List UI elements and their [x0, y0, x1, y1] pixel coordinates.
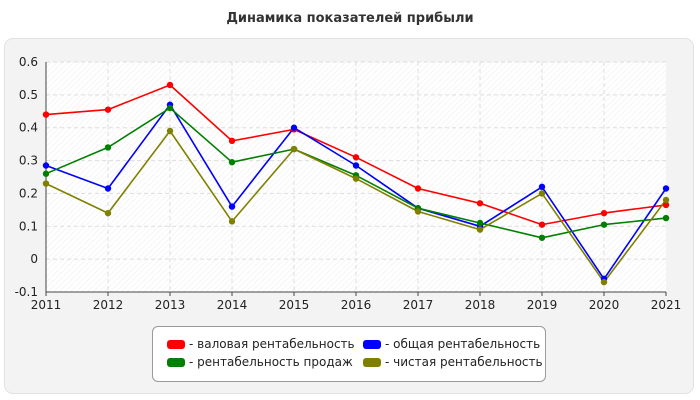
legend-swatch-green [167, 357, 185, 367]
y-tick-label: 0.4 [19, 121, 38, 135]
data-point [600, 221, 608, 228]
data-point [352, 154, 360, 161]
data-point [662, 196, 670, 204]
data-point [414, 208, 422, 215]
data-point [290, 124, 298, 131]
legend-item-net-margin: - чистая рентабельность [363, 354, 543, 370]
data-point [662, 185, 670, 192]
x-tick-label: 2012 [93, 298, 124, 312]
data-point [42, 111, 50, 118]
data-point [104, 185, 112, 192]
data-point [476, 219, 484, 227]
y-tick-label: 0.1 [19, 219, 38, 233]
data-point [538, 234, 546, 241]
y-tick-label: 0.3 [19, 154, 38, 168]
data-point [166, 104, 174, 112]
data-point [166, 81, 174, 89]
legend-swatch-red [167, 339, 185, 349]
x-tick-label: 2013 [155, 298, 186, 312]
x-tick-label: 2011 [31, 298, 62, 312]
legend-swatch-blue [363, 339, 381, 349]
data-point [476, 200, 484, 207]
data-point [42, 162, 50, 169]
data-point [228, 159, 236, 166]
y-tick-label: 0.2 [19, 186, 38, 200]
x-tick-label: 2020 [589, 298, 620, 312]
data-point [662, 201, 670, 209]
data-point [166, 127, 174, 135]
legend-item-gross-margin: - валовая рентабельность [167, 336, 355, 352]
data-point [538, 221, 546, 228]
x-tick-label: 2014 [217, 298, 248, 312]
data-point [352, 175, 360, 182]
x-tick-label: 2015 [279, 298, 310, 312]
data-point [42, 170, 50, 177]
legend-label: - валовая рентабельность [189, 337, 355, 351]
data-point [104, 106, 112, 113]
chart-legend: - валовая рентабельность - общая рентабе… [152, 326, 546, 382]
x-tick-label: 2019 [527, 298, 558, 312]
data-point [352, 162, 360, 169]
y-tick-label: 0.5 [19, 88, 38, 102]
x-tick-label: 2017 [403, 298, 434, 312]
legend-label: - общая рентабельность [385, 337, 541, 351]
data-point [476, 226, 484, 233]
legend-item-sales-margin: - рентабельность продаж [167, 354, 353, 370]
data-point [228, 203, 236, 210]
data-point [104, 209, 112, 217]
data-point [42, 180, 50, 187]
y-tick-label: 0 [30, 252, 38, 266]
x-tick-label: 2021 [651, 298, 682, 312]
legend-label: - чистая рентабельность [385, 355, 543, 369]
y-tick-label: 0.6 [19, 55, 38, 69]
x-tick-label: 2016 [341, 298, 372, 312]
data-point [228, 137, 236, 145]
data-point [538, 183, 546, 191]
data-point [290, 145, 298, 153]
data-point [104, 144, 112, 151]
data-point [600, 278, 608, 286]
data-point [662, 214, 670, 222]
legend-item-total-margin: - общая рентабельность [363, 336, 540, 352]
chart-title: Динамика показателей прибыли [226, 11, 474, 26]
data-point [414, 185, 422, 192]
x-tick-label: 2018 [465, 298, 496, 312]
legend-label: - рентабельность продаж [189, 355, 353, 369]
legend-swatch-olive [363, 357, 381, 367]
data-point [228, 218, 236, 225]
y-tick-label: -0.1 [15, 285, 38, 299]
data-point [600, 209, 608, 217]
data-point [538, 190, 546, 197]
